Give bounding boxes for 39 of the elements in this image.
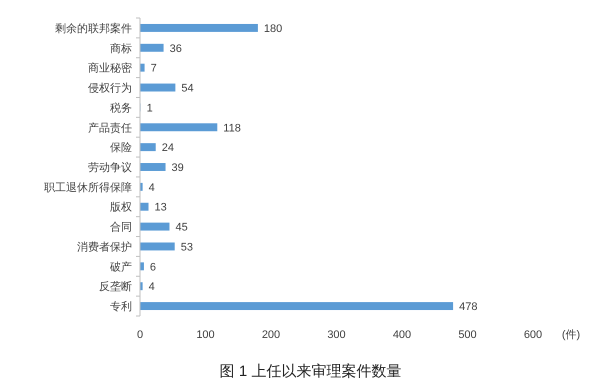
y-tick-label: 剩余的联邦案件: [55, 22, 132, 35]
data-label: 36: [170, 42, 182, 55]
text: 图 1 上任以来审理案件数量: [220, 363, 402, 380]
data-label: 54: [181, 82, 194, 95]
data-label: 6: [150, 261, 156, 274]
data-label: 118: [223, 122, 241, 134]
x-tick-label: 0: [136, 329, 144, 341]
data-label: 478: [459, 301, 478, 314]
data-label: 180: [264, 22, 282, 35]
y-tick-label: 合同: [110, 220, 132, 234]
x-axis-title: (件): [562, 329, 580, 341]
y-tick-label: 产品责任: [88, 121, 132, 134]
y-tick-label: 消费者保护: [77, 240, 132, 254]
y-tick-label: 税务: [110, 101, 132, 114]
x-tick-label: 200: [262, 329, 280, 341]
y-tick-label: 商标: [110, 42, 132, 55]
y-tick-label: 劳动争议: [88, 161, 132, 174]
x-tick-label: 400: [392, 329, 412, 341]
data-label: 45: [175, 222, 188, 234]
y-tick-label: 保险: [110, 142, 132, 154]
y-tick-label: 专利: [110, 300, 132, 314]
y-tick-label: 版权: [110, 202, 132, 214]
x-tick-label: 300: [327, 329, 346, 341]
data-label: 7: [150, 62, 157, 75]
data-label: 13: [154, 202, 167, 214]
data-label: 4: [148, 281, 155, 294]
x-tick-label: 600: [524, 329, 542, 341]
x-tick-label: 100: [196, 329, 215, 341]
y-tick-label: 侵权行为: [88, 82, 132, 95]
data-label: 1: [146, 102, 153, 114]
x-tick-label: 500: [458, 329, 477, 341]
y-tick-label: 破产: [109, 260, 132, 274]
data-label: 53: [180, 241, 193, 254]
data-label: 24: [162, 142, 174, 154]
y-tick-label: 职工退休所得保障: [44, 180, 132, 194]
y-tick-label: 商业秘密: [88, 62, 132, 75]
data-label: 39: [172, 162, 184, 174]
data-label: 4: [148, 182, 155, 194]
y-tick-label: 反垄断: [99, 280, 132, 294]
